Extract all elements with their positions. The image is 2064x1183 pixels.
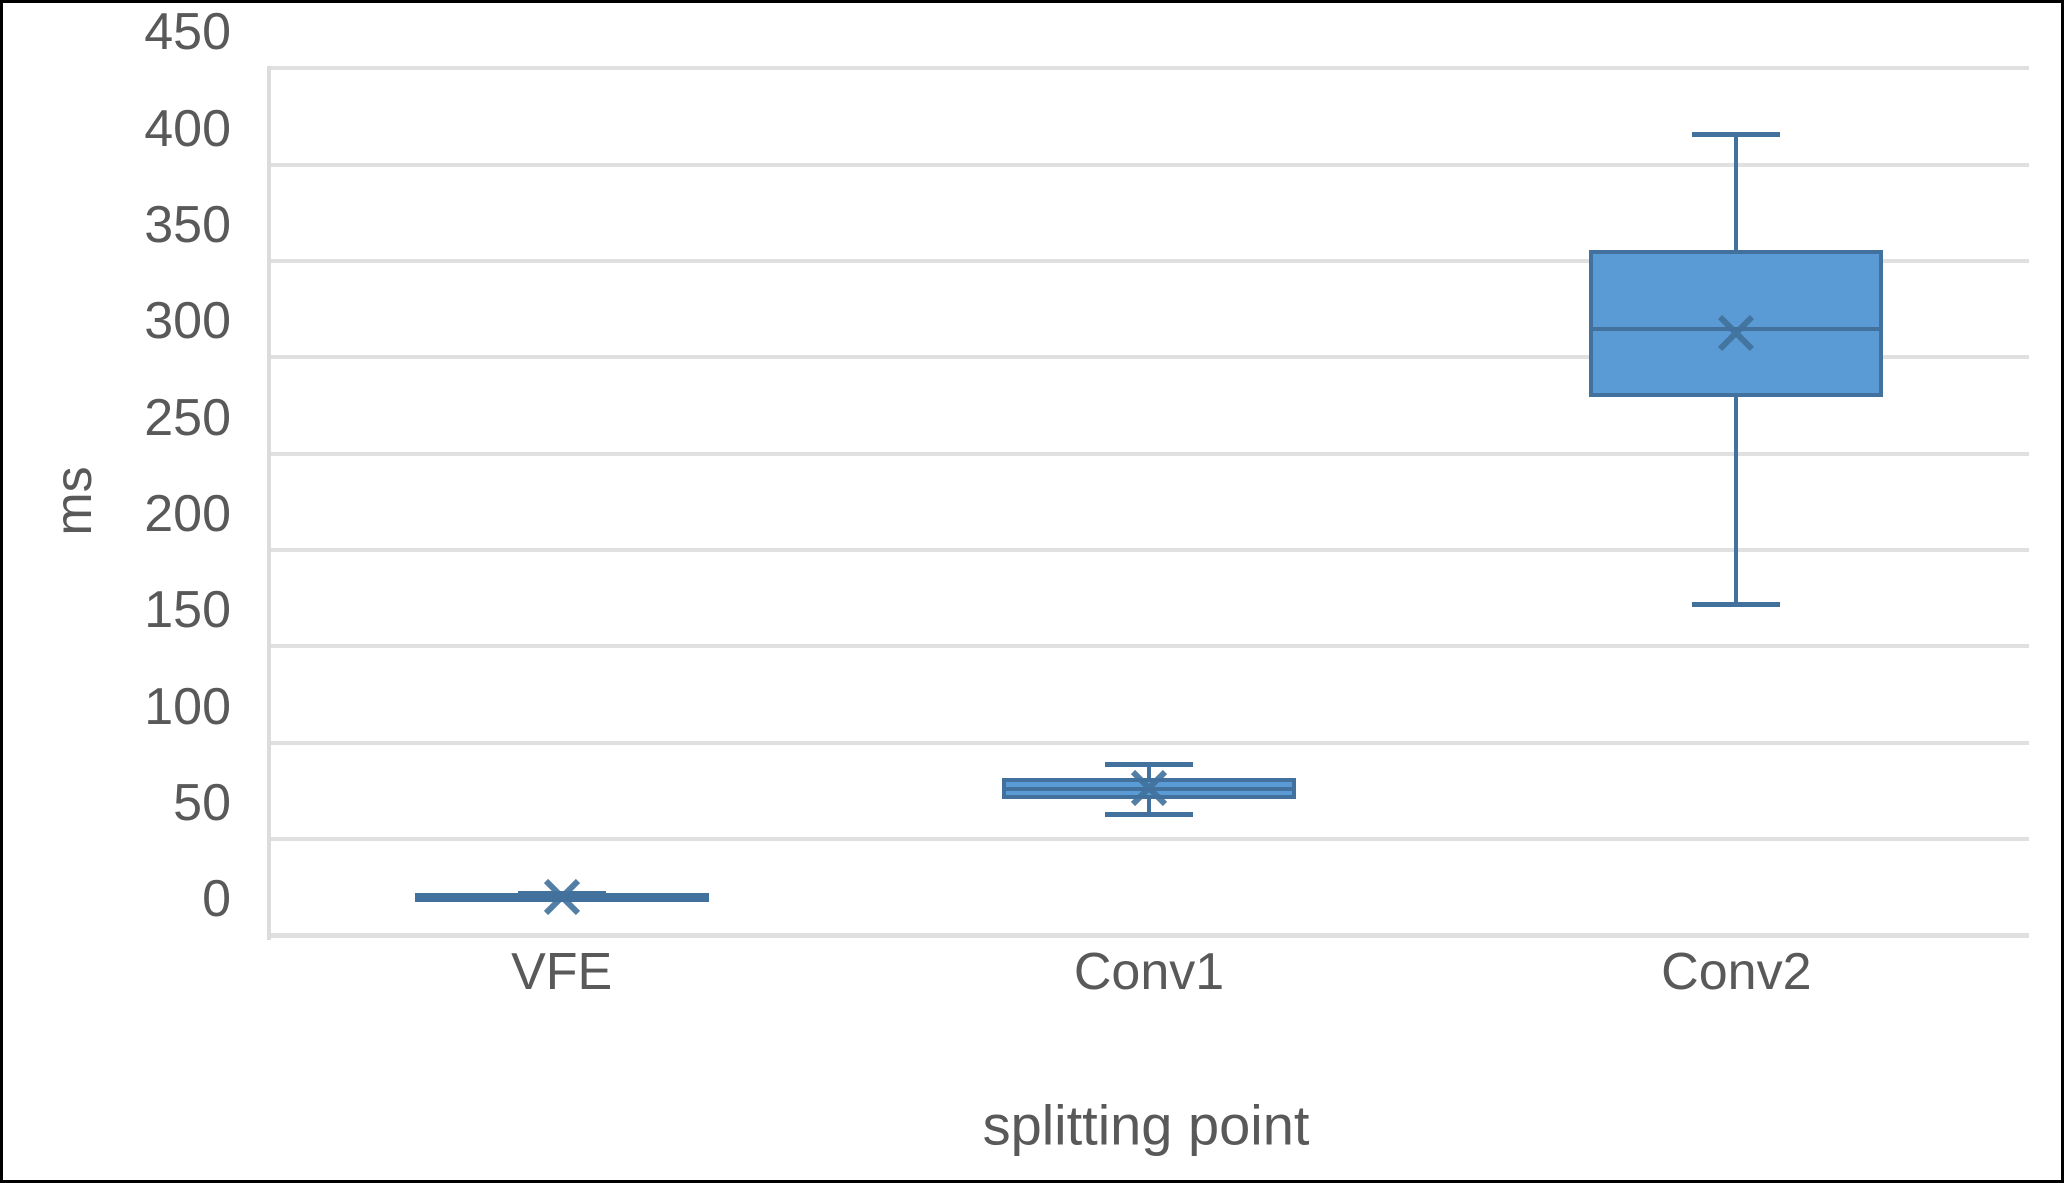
mean-x-marker-Conv2: [1716, 313, 1756, 353]
y-gridline: [267, 355, 2029, 360]
y-gridline: [267, 258, 2029, 263]
y-tick-label: 200: [144, 484, 231, 543]
y-gridline: [267, 162, 2029, 167]
mean-x-marker-Conv1: [1129, 768, 1169, 808]
whisker-cap-min-Conv1: [1105, 812, 1193, 818]
y-tick-label: 300: [144, 292, 231, 351]
y-tick-label: 100: [144, 677, 231, 736]
x-category-label: Conv1: [1073, 943, 1225, 1001]
y-axis-title: ms: [45, 466, 103, 536]
y-gridline: [267, 451, 2029, 456]
y-tick-label: 0: [202, 870, 231, 929]
chart-plot-area: 0 50 100 150 200 250 300 350 400 450 VFE Conv1 Conv2: [3, 3, 2061, 1180]
x-category-label: VFE: [511, 943, 613, 1001]
x-category-label: Conv2: [1661, 943, 1812, 1001]
y-tick-label: 450: [144, 3, 231, 62]
y-tick-label: 350: [144, 195, 231, 254]
box-Conv2: [1589, 249, 1884, 397]
whisker-cap-max-Conv1: [1105, 761, 1193, 767]
y-gridline: [267, 66, 2029, 71]
whisker-cap-min-Conv2: [1692, 602, 1781, 608]
y-gridline: [267, 644, 2029, 649]
y-tick-label: 150: [144, 581, 231, 640]
y-tick-label: 250: [144, 388, 231, 447]
whisker-cap-max-Conv2: [1692, 131, 1781, 137]
y-tick-label: 400: [144, 99, 231, 158]
y-gridline: [267, 547, 2029, 552]
y-axis-line: [267, 66, 271, 941]
y-gridline: [267, 836, 2029, 841]
x-axis-title: splitting point: [982, 1093, 1310, 1157]
y-tick-label: 50: [173, 773, 231, 832]
y-gridline: [267, 933, 2029, 939]
y-gridline: [267, 740, 2029, 745]
mean-x-marker-VFE: [542, 877, 582, 917]
